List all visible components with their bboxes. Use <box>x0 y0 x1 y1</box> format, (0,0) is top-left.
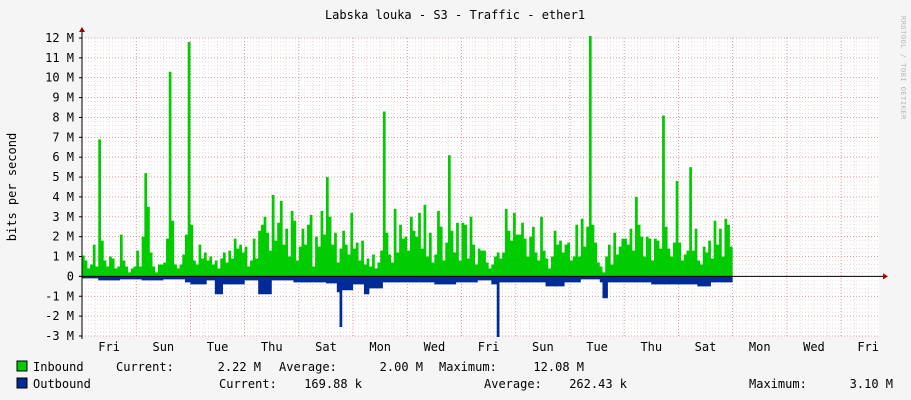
y-tick-label: -1 M <box>45 289 74 303</box>
y-tick-label: 1 M <box>52 250 74 264</box>
y-tick-label: 12 M <box>45 31 74 45</box>
x-tick-label: Mon <box>749 340 771 354</box>
y-tick-label: 10 M <box>45 71 74 85</box>
x-tick-label: Fri <box>98 340 120 354</box>
x-tick-label: Sun <box>152 340 174 354</box>
chart-title: Labska louka - S3 - Traffic - ether1 <box>325 8 585 22</box>
series-area-outbound <box>82 276 733 337</box>
x-tick-label: Tue <box>207 340 229 354</box>
y-tick-label: 6 M <box>52 150 74 164</box>
y-axis-arrow <box>79 27 85 32</box>
legend-row-inbound: Inbound Current: 2.22 M Average: 2.00 M … <box>16 360 584 374</box>
legend-row-outbound: Outbound Current: 169.88 k Average: 262.… <box>16 377 893 391</box>
legend-outbound-name: Outbound <box>33 377 91 391</box>
legend-outbound-current: 169.88 k <box>304 377 363 391</box>
y-tick-label: 7 M <box>52 130 74 144</box>
tick-labels: 12 M 11 M 10 M 9 M 8 M 7 M 6 M 5 M 4 M 3 M 2 M 1 M 0… <box>45 31 879 354</box>
rrdtool-watermark: RRDTOOL / TOBI OETIKER <box>899 16 907 120</box>
series-area-inbound <box>82 36 733 277</box>
series-layer <box>82 36 733 337</box>
x-tick-label: Wed <box>803 340 825 354</box>
x-tick-label: Sun <box>532 340 554 354</box>
x-axis-arrow <box>883 273 888 280</box>
y-tick-label: -2 M <box>45 309 74 323</box>
legend-outbound-average-label: Average: <box>484 377 542 391</box>
y-tick-label: 0 <box>67 269 74 283</box>
legend: Inbound Current: 2.22 M Average: 2.00 M … <box>16 360 893 391</box>
x-tick-label: Thu <box>261 340 283 354</box>
legend-inbound-average: 2.00 M <box>380 360 423 374</box>
y-tick-label: 3 M <box>52 210 74 224</box>
x-tick-label: Thu <box>640 340 662 354</box>
y-tick-label: 5 M <box>52 170 74 184</box>
x-tick-label: Sat <box>315 340 337 354</box>
x-tick-label: Mon <box>369 340 391 354</box>
legend-outbound-average: 262.43 k <box>569 377 628 391</box>
legend-inbound-name: Inbound <box>33 360 84 374</box>
x-tick-label: Tue <box>586 340 608 354</box>
inbound-swatch <box>16 360 28 372</box>
y-tick-label: -3 M <box>45 329 74 343</box>
x-tick-label: Sat <box>695 340 717 354</box>
legend-inbound-current: 2.22 M <box>218 360 261 374</box>
y-tick-label: 11 M <box>45 51 74 65</box>
outbound-swatch <box>16 377 28 389</box>
x-tick-label: Fri <box>857 340 879 354</box>
x-tick-label: Fri <box>478 340 500 354</box>
legend-inbound-average-label: Average: <box>279 360 337 374</box>
x-tick-label: Wed <box>424 340 446 354</box>
y-tick-label: 2 M <box>52 230 74 244</box>
y-tick-label: 8 M <box>52 110 74 124</box>
y-tick-label: 4 M <box>52 190 74 204</box>
legend-inbound-maximum-label: Maximum: <box>439 360 497 374</box>
legend-outbound-maximum: 3.10 M <box>850 377 893 391</box>
legend-inbound-current-label: Current: <box>116 360 174 374</box>
plot-area <box>82 38 879 336</box>
legend-outbound-current-label: Current: <box>219 377 277 391</box>
legend-inbound-maximum: 12.08 M <box>533 360 584 374</box>
y-axis-label: bits per second <box>5 133 19 241</box>
legend-outbound-maximum-label: Maximum: <box>749 377 807 391</box>
y-tick-label: 9 M <box>52 91 74 105</box>
axes <box>79 27 888 339</box>
